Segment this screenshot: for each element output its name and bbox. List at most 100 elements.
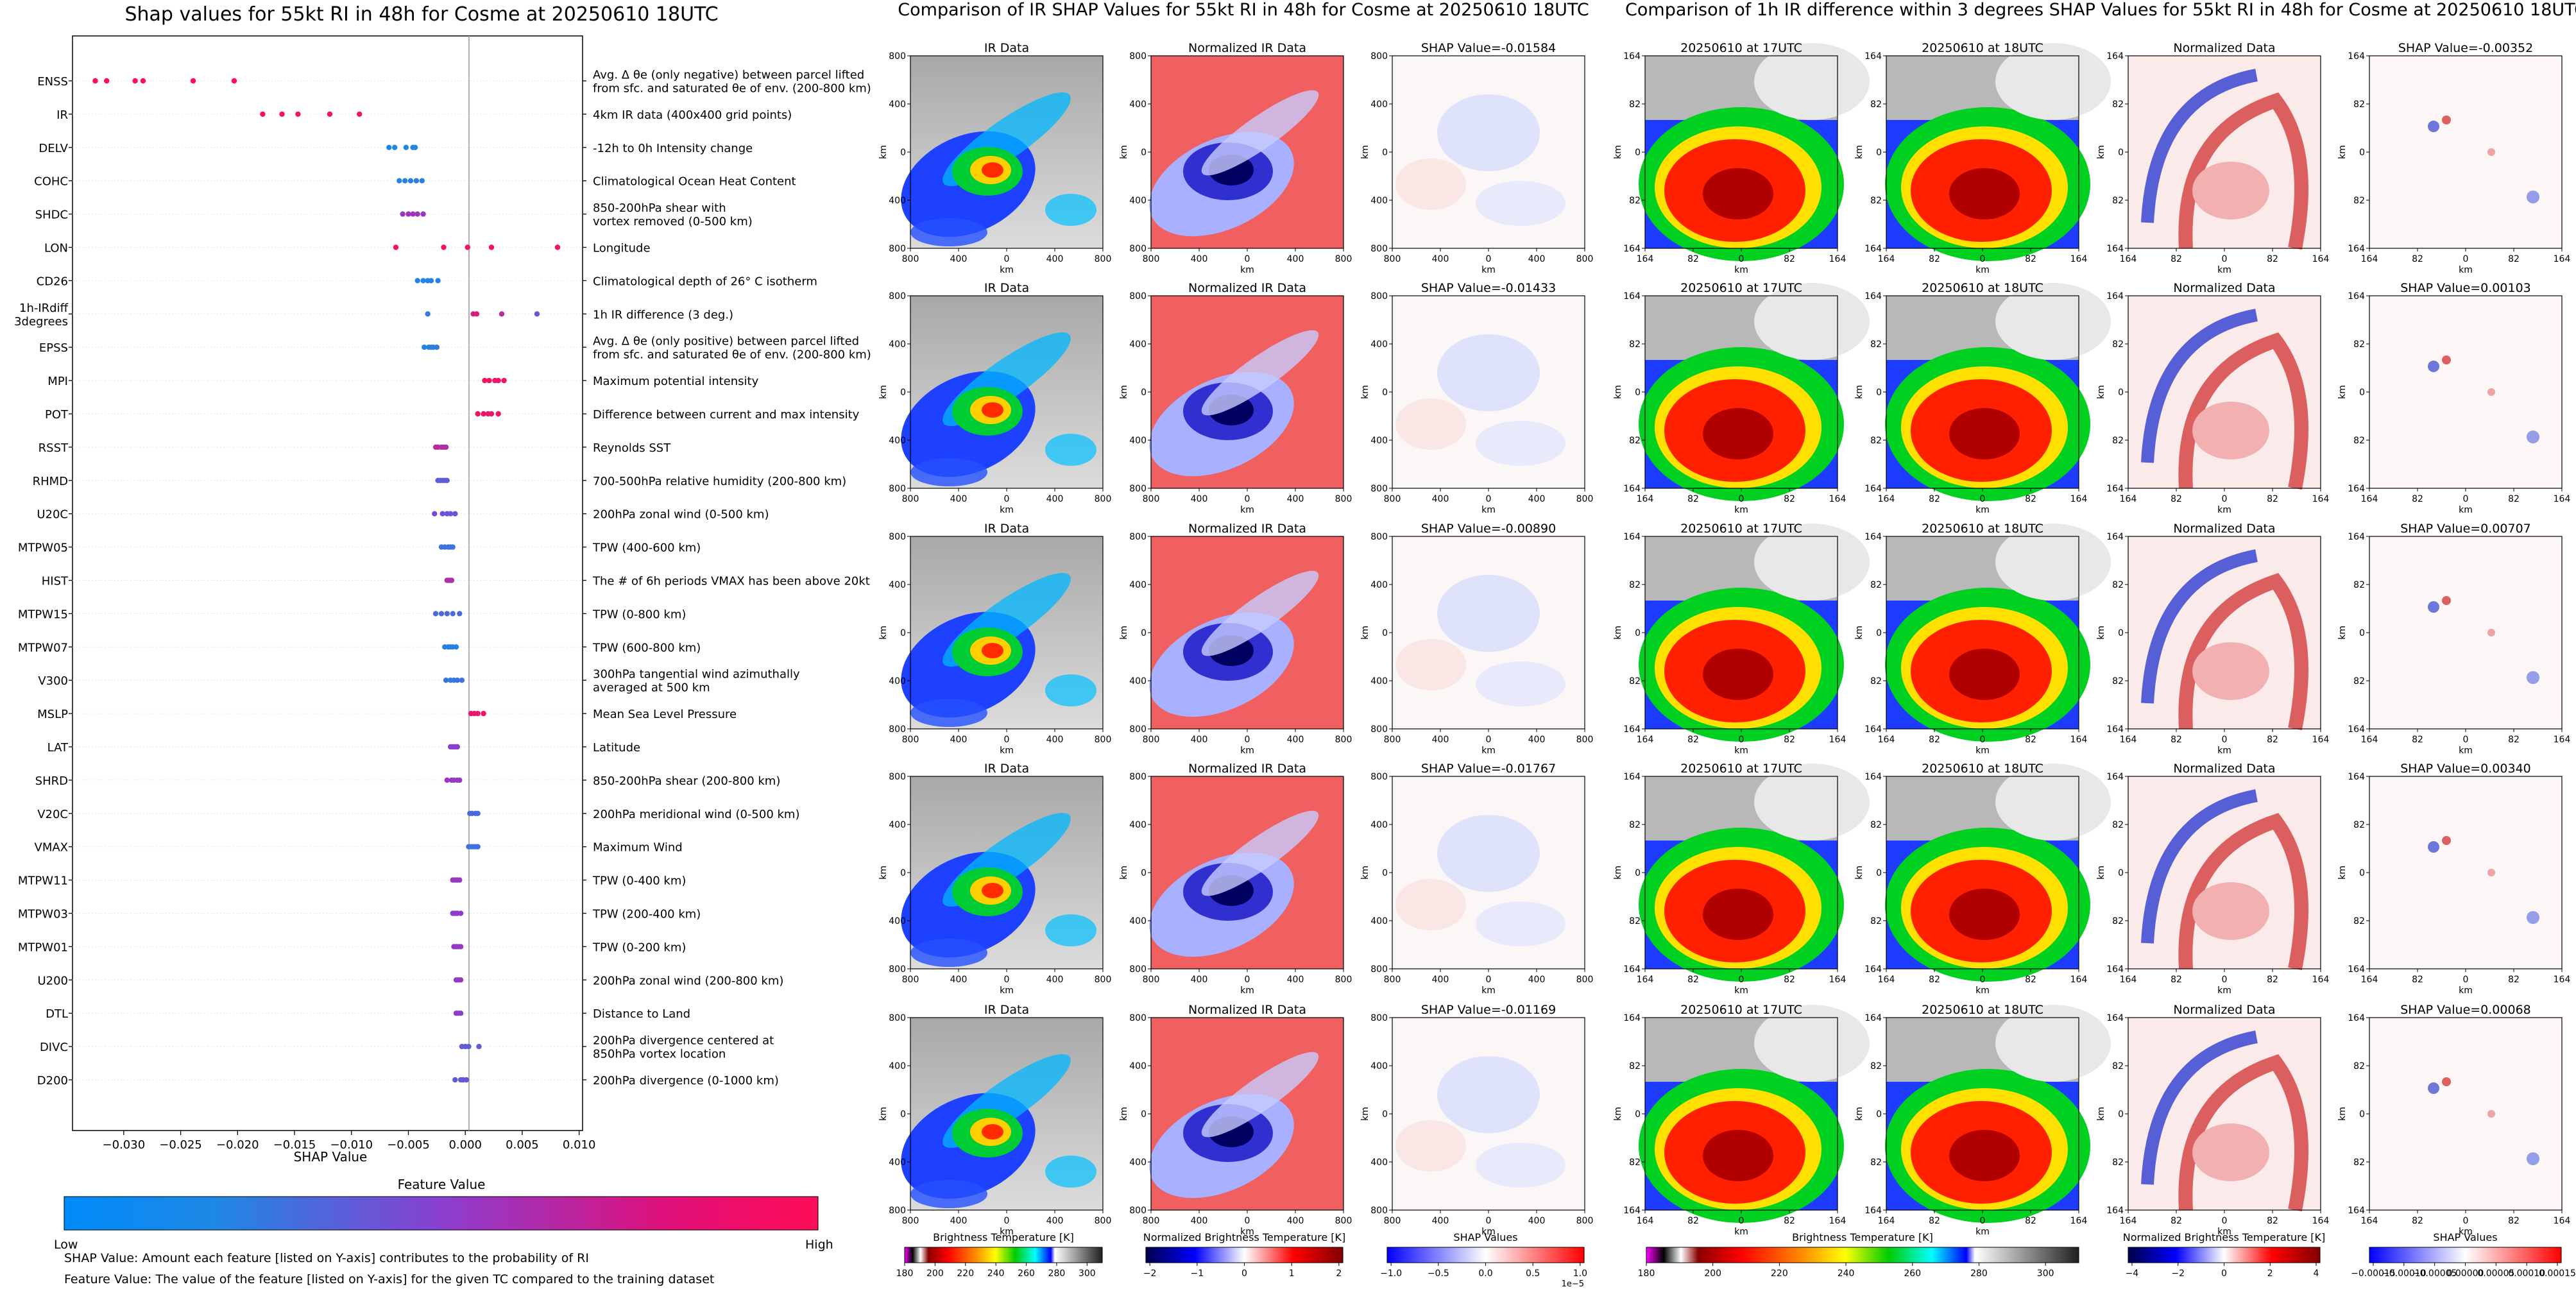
- shap-point: [452, 1077, 458, 1083]
- feature-description: Maximum Wind: [593, 841, 683, 855]
- shap-point: [444, 477, 450, 483]
- map-x-tick-label: 400: [950, 975, 968, 985]
- map-y-tick-label: 164: [1864, 484, 1882, 494]
- colorbar-tick-label: −1.0: [1380, 1268, 1402, 1279]
- map-x-tick-label: 800: [1095, 975, 1112, 985]
- shap-panel-title: Shap values for 55kt RI in 48h for Cosme…: [124, 3, 718, 26]
- shap-point: [402, 178, 408, 184]
- map-y-tick-label: 82: [1870, 1157, 1882, 1168]
- map-panel-r5-c3: SHAP Value=-0.01169800800400400004004008…: [1360, 1003, 1593, 1237]
- map-x-axis-label: km: [1734, 505, 1748, 515]
- shap-point: [466, 1043, 472, 1050]
- map-x-tick-label: 800: [1576, 494, 1594, 504]
- shap-point: [454, 744, 460, 750]
- shap-point: [488, 411, 495, 417]
- map-y-tick-label: 400: [1129, 1157, 1147, 1168]
- map-y-tick-label: 164: [1864, 1206, 1882, 1216]
- shap-x-tick-label: 0.000: [448, 1138, 482, 1152]
- map-y-tick-label: 82: [1629, 196, 1641, 206]
- map-x-axis-label: km: [1975, 1227, 1990, 1237]
- feature-code-label: CD26: [37, 275, 68, 288]
- colorbar-tick-label: 0.00015: [2539, 1268, 2576, 1279]
- shap-point: [475, 810, 481, 817]
- map-y-tick-label: 400: [889, 436, 906, 446]
- map-x-tick-label: 82: [1687, 494, 1699, 504]
- map-x-tick-label: 164: [1637, 975, 1654, 985]
- map-y-tick-label: 82: [1629, 580, 1641, 590]
- map-y-axis-label: km: [1119, 626, 1129, 640]
- footnote-shap-value: SHAP Value: Amount each feature [listed …: [64, 1251, 589, 1265]
- map-y-tick-label: 0: [1876, 148, 1882, 158]
- map-y-axis-label: km: [2096, 145, 2106, 159]
- shap-point: [481, 411, 486, 417]
- diff-norm-core: [2192, 1123, 2269, 1181]
- map-y-tick-label: 82: [1870, 580, 1882, 590]
- diff-norm-core: [2192, 882, 2269, 940]
- cloud-patch: [1045, 1156, 1096, 1188]
- map-y-tick-label: 400: [1370, 580, 1388, 590]
- shap-point: [488, 244, 495, 250]
- map-x-axis-label: km: [1734, 265, 1748, 275]
- map-x-tick-label: 800: [1335, 494, 1352, 504]
- map-panel-title: SHAP Value=0.00068: [2400, 1003, 2531, 1017]
- map-x-tick-label: 400: [1528, 735, 1546, 745]
- feature-code-label: MTPW07: [18, 641, 68, 654]
- map-x-tick-label: 164: [2361, 254, 2378, 264]
- bt-dark-red-core: [1703, 168, 1773, 219]
- map-x-tick-label: 0: [2222, 975, 2228, 985]
- bt-clear-region: [1754, 43, 1870, 120]
- map-y-axis-label: km: [1613, 866, 1623, 880]
- colorbar-tick-label: 220: [957, 1268, 974, 1279]
- map-x-tick-label: 164: [2554, 1216, 2571, 1226]
- shap-ir-positive-region: [1395, 639, 1466, 690]
- map-x-tick-label: 0: [1245, 254, 1250, 264]
- bt-dark-red-core: [1949, 1130, 2020, 1181]
- map-y-tick-label: 800: [889, 1206, 906, 1216]
- map-x-tick-label: 164: [2120, 494, 2137, 504]
- feature-code-label: ENSS: [37, 75, 68, 89]
- map-x-tick-label: 164: [1829, 494, 1847, 504]
- colorbar-title: SHAP Values: [2433, 1231, 2497, 1243]
- colorbar-tick-label: 300: [2037, 1268, 2054, 1279]
- shap-point: [190, 78, 196, 84]
- map-y-tick-label: 0: [1635, 868, 1641, 878]
- norm-band: [1201, 90, 1319, 176]
- map-x-tick-label: 0: [1486, 975, 1492, 985]
- shap-diff-background: [2369, 536, 2562, 729]
- colorbar-tick-label: 0.0: [1478, 1268, 1492, 1279]
- map-x-tick-label: 164: [2070, 494, 2088, 504]
- map-x-tick-label: 164: [1878, 975, 1895, 985]
- cloud-red: [982, 402, 1003, 418]
- map-x-tick-label: 400: [1432, 254, 1449, 264]
- shap-point: [419, 178, 425, 184]
- map-x-tick-label: 164: [2120, 735, 2137, 745]
- shap-point: [410, 211, 416, 217]
- map-y-tick-label: 164: [1623, 244, 1641, 254]
- map-panel-title: Normalized Data: [2173, 1003, 2275, 1017]
- map-x-tick-label: 164: [2312, 975, 2330, 985]
- diff-norm-blue-arc: [2141, 789, 2258, 944]
- shap-point: [441, 244, 447, 250]
- map-x-tick-label: 82: [2171, 254, 2182, 264]
- feature-code-label: RHMD: [33, 475, 68, 488]
- map-y-tick-label: 0: [1876, 628, 1882, 638]
- feature-description: 850-200hPa shear with: [593, 201, 726, 215]
- map-panel-r1-c6: Normalized Data1641648282008282164164kmk…: [2096, 41, 2329, 275]
- map-x-tick-label: 800: [1143, 254, 1160, 264]
- shap-point: [443, 678, 449, 683]
- shap-point: [400, 211, 405, 217]
- map-y-tick-label: 400: [1129, 916, 1147, 926]
- map-y-axis-label: km: [2337, 385, 2348, 399]
- colorbar-tick-label: 0.5: [1526, 1268, 1540, 1279]
- map-x-tick-label: 164: [1878, 254, 1895, 264]
- feature-description: 850-200hPa shear (200-800 km): [593, 774, 780, 788]
- map-panel-title: SHAP Value=-0.01767: [1421, 762, 1556, 776]
- shap-diff-blob: [2487, 148, 2495, 156]
- feature-description: Mean Sea Level Pressure: [593, 708, 737, 721]
- map-x-tick-label: 82: [2267, 254, 2278, 264]
- feature-description: Climatological Ocean Heat Content: [593, 175, 796, 189]
- map-y-tick-label: 800: [889, 244, 906, 254]
- map-x-tick-label: 164: [2070, 975, 2088, 985]
- map-y-tick-label: 164: [1864, 724, 1882, 735]
